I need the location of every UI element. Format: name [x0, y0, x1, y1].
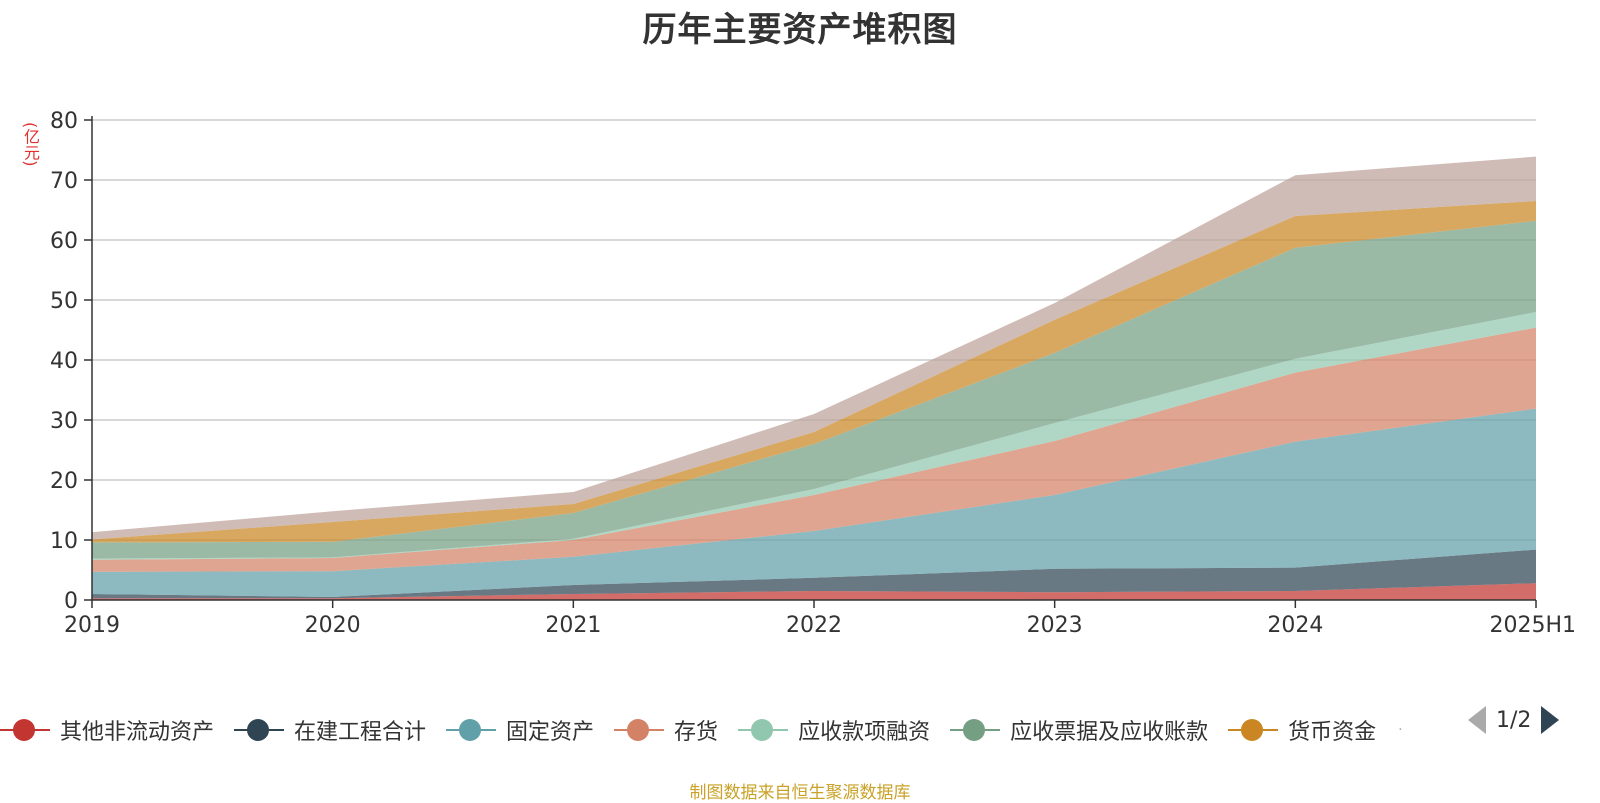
x-tick-label: 2025H1: [1489, 613, 1576, 638]
legend-prev-page-icon[interactable]: [1468, 706, 1486, 734]
y-tick-label: 70: [50, 169, 78, 194]
legend-marker-dot: [751, 719, 774, 741]
legend-marker-dot: [459, 719, 482, 741]
data-source-note: 制图数据来自恒生聚源数据库: [689, 783, 911, 803]
legend-item[interactable]: 其他非流动资产: [0, 714, 214, 746]
x-tick-label: 2022: [786, 613, 842, 638]
data-point-series-8[interactable]: [1052, 300, 1058, 306]
y-tick-label: 40: [50, 349, 78, 374]
legend-item[interactable]: 固定资产: [446, 714, 594, 746]
x-tick-label: 2020: [305, 613, 361, 638]
y-tick-label: 20: [50, 469, 78, 494]
area-series-2[interactable]: [92, 549, 1536, 599]
x-tick-label: 2021: [545, 613, 601, 638]
legend-marker-icon: [738, 718, 789, 742]
legend-overflow-dot: ·: [1398, 722, 1403, 738]
legend-marker-dot: [963, 719, 986, 741]
legend-item[interactable]: 货币资金: [1228, 714, 1376, 746]
axes: 0 10 20 30 40 50 60 70 80 2019 2020 2021 2022 2023 202…: [50, 109, 1576, 638]
y-axis-unit-label: (亿元): [21, 122, 40, 167]
legend-label: 货币资金: [1288, 720, 1377, 745]
data-point-series-8[interactable]: [570, 489, 576, 495]
legend-label: 在建工程合计: [294, 720, 427, 745]
legend-label: 应收票据及应收账款: [1010, 720, 1209, 745]
legend-next-page-icon[interactable]: [1541, 706, 1560, 734]
legend-page-indicator: 1/2: [1496, 707, 1532, 733]
area-series-4[interactable]: [92, 327, 1536, 572]
stacked-area-chart: 0 10 20 30 40 50 60 70 80 2019 2020 2021 2022 2023 202…: [50, 109, 1576, 638]
legend-item[interactable]: 应收票据及应收账款: [950, 714, 1208, 746]
legend-marker-dot: [247, 719, 270, 741]
legend-item[interactable]: 应收款项融资: [738, 714, 930, 746]
legend-label: 应收款项融资: [798, 720, 931, 745]
data-point-series-8[interactable]: [1292, 172, 1298, 178]
legend-marker-icon: [1228, 718, 1279, 742]
data-point-series-8[interactable]: [1533, 154, 1539, 160]
legend-label: 固定资产: [506, 720, 595, 745]
legend-item[interactable]: 存货: [614, 714, 718, 746]
area-series-1[interactable]: [92, 583, 1536, 600]
legend-marker-icon: [446, 718, 497, 742]
legend-label: 存货: [674, 720, 719, 745]
legend-item[interactable]: 在建工程合计: [234, 714, 426, 746]
area-series-group: [92, 154, 1539, 600]
y-tick-label: 80: [50, 109, 78, 134]
area-series-7[interactable]: [92, 201, 1536, 543]
x-tick-label: 2023: [1027, 613, 1083, 638]
area-series-8[interactable]: [92, 156, 1536, 540]
area-series-6[interactable]: [92, 220, 1536, 559]
x-tick-label: 2019: [64, 613, 120, 638]
y-tick-label: 50: [50, 289, 78, 314]
x-tick-label: 2024: [1267, 613, 1323, 638]
legend-marker-icon: [0, 718, 50, 742]
legend-marker-dot: [627, 719, 650, 741]
data-point-series-8[interactable]: [811, 411, 817, 417]
legend-marker-icon: [614, 718, 665, 742]
legend-label: 其他非流动资产: [60, 720, 215, 745]
y-tick-label: 10: [50, 529, 78, 554]
area-series-3[interactable]: [92, 408, 1536, 597]
y-tick-label: 60: [50, 229, 78, 254]
y-tick-label: 0: [64, 589, 78, 614]
legend-marker-icon: [234, 718, 285, 742]
legend-marker-dot: [13, 719, 35, 741]
legend-marker-dot: [1241, 719, 1264, 741]
chart-title: 历年主要资产堆积图: [642, 10, 958, 50]
legend-marker-icon: [950, 718, 1001, 742]
y-tick-label: 30: [50, 409, 78, 434]
chart-legend: 其他非流动资产 在建工程合计 固定资产 存货 应收款项融资 应收票据及应收账款 货币资金 ·: [0, 712, 1419, 748]
legend-pager: 1/2: [1468, 700, 1560, 740]
data-point-series-8[interactable]: [330, 508, 336, 514]
